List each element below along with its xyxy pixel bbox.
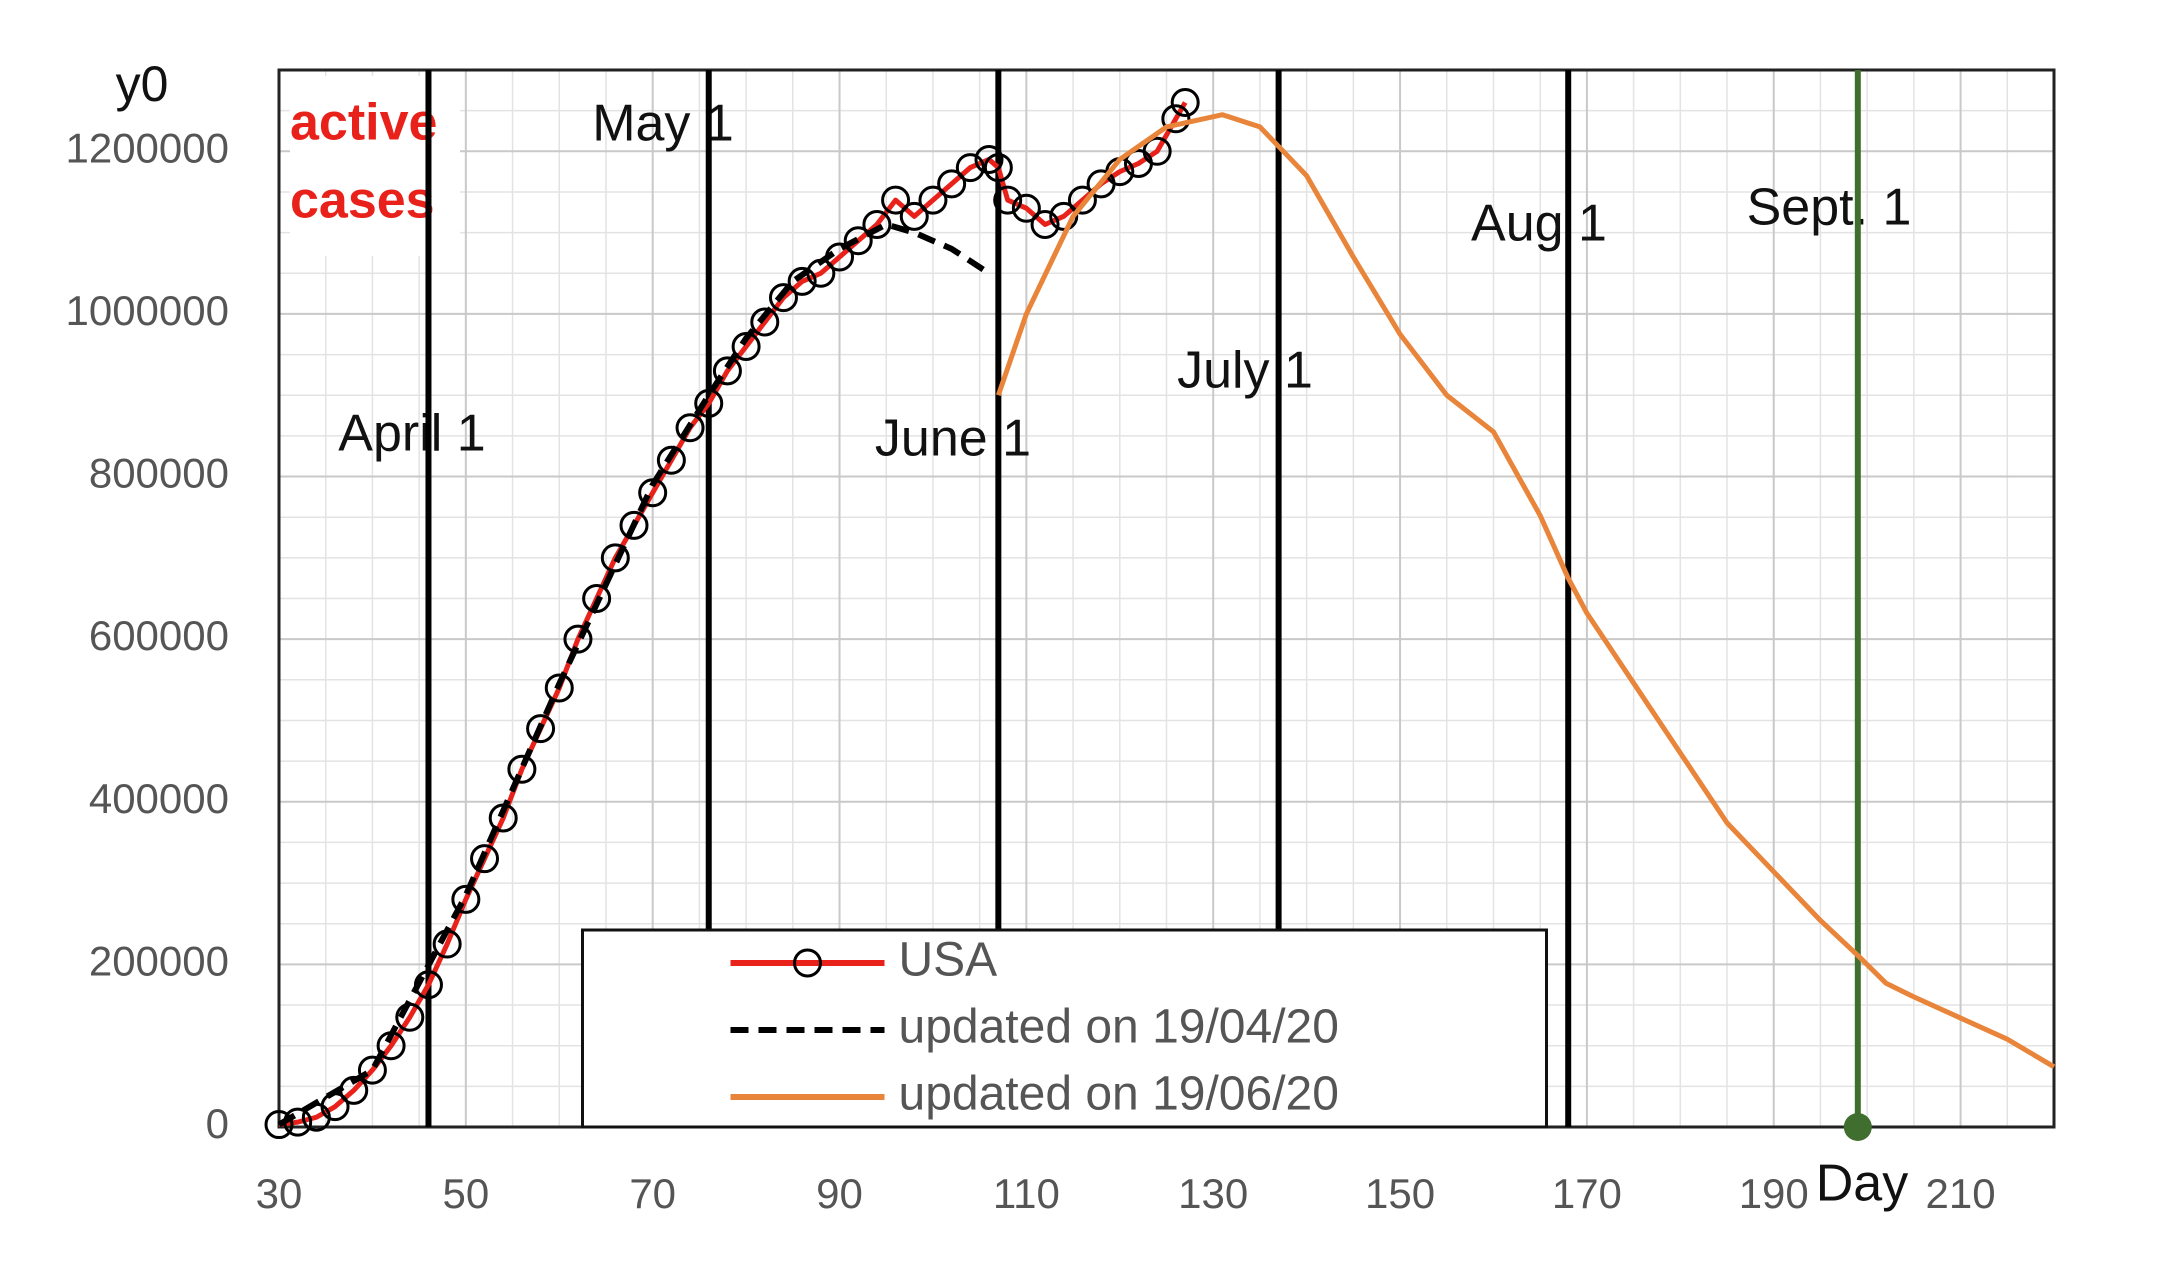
data-point — [731, 331, 761, 361]
x-tick-label: 170 — [1552, 1170, 1622, 1217]
legend-label: updated on 19/06/20 — [899, 1068, 1339, 1121]
legend-label: updated on 19/04/20 — [899, 1001, 1339, 1054]
data-point — [1067, 185, 1097, 215]
data-point — [470, 844, 500, 874]
x-tick-label: 190 — [1739, 1170, 1809, 1217]
marker-label: May 1 — [592, 95, 734, 153]
data-point — [843, 226, 873, 256]
legend-marker — [793, 948, 822, 978]
data-point — [955, 153, 985, 183]
series-line — [995, 112, 2056, 1069]
data-point — [1161, 104, 1191, 134]
data-point — [582, 584, 612, 613]
y-tick-label: 600000 — [89, 612, 229, 659]
marker-label: July 1 — [1177, 342, 1313, 400]
data-point — [1011, 193, 1041, 223]
marker-label: Sept. 1 — [1747, 179, 1912, 237]
data-point — [1142, 136, 1172, 166]
legend-label: USA — [899, 934, 998, 987]
y-axis-label: y0 — [116, 56, 169, 112]
highlight-text: active — [290, 94, 437, 152]
y-tick-label: 400000 — [89, 775, 229, 822]
data-point — [974, 144, 1004, 174]
data-point — [264, 1110, 294, 1140]
data-point — [750, 307, 780, 337]
data-point — [451, 884, 481, 914]
x-tick-label: 30 — [256, 1170, 303, 1217]
data-point — [544, 673, 574, 703]
marker-label: April 1 — [338, 405, 485, 463]
data-point — [357, 1055, 387, 1085]
data-point — [881, 185, 911, 215]
data-point — [937, 169, 967, 199]
y-tick-label: 800000 — [89, 450, 229, 497]
y-tick-label: 200000 — [89, 937, 229, 984]
x-tick-label: 50 — [442, 1170, 489, 1217]
x-tick-label: 70 — [629, 1170, 676, 1217]
x-tick-label: 110 — [993, 1170, 1060, 1217]
data-point — [675, 413, 705, 443]
data-point — [787, 266, 817, 296]
data-point — [918, 185, 948, 215]
marker-label: Aug 1 — [1471, 195, 1607, 253]
highlight-box — [290, 76, 460, 256]
data-point — [1170, 88, 1200, 118]
data-point — [563, 624, 593, 654]
x-tick-label: 210 — [1926, 1170, 1996, 1217]
highlight-text: cases — [290, 172, 435, 230]
data-point — [1049, 201, 1079, 231]
data-point — [768, 283, 798, 313]
data-point — [600, 543, 630, 573]
marker-label: June 1 — [875, 410, 1031, 468]
series-line — [278, 101, 1188, 1128]
y-tick-label: 1200000 — [65, 124, 229, 171]
data-point — [526, 714, 556, 744]
x-tick-label: 130 — [1178, 1170, 1248, 1217]
data-point — [1030, 209, 1060, 239]
x-tick-label: 150 — [1365, 1170, 1435, 1217]
data-point — [712, 356, 742, 386]
data-point — [656, 445, 686, 475]
y-tick-label: 0 — [206, 1100, 229, 1147]
x-axis-label: Day — [1816, 1155, 1908, 1213]
data-point — [507, 754, 537, 784]
x-tick-label: 90 — [816, 1170, 863, 1217]
legend: USA updated on 19/04/20 updated on 19/06/2… — [581, 928, 1548, 1129]
data-point — [862, 209, 892, 239]
y-tick-label: 1000000 — [65, 287, 229, 334]
data-point — [983, 153, 1013, 183]
data-point — [619, 510, 649, 540]
marker-dot — [1843, 1113, 1872, 1141]
data-point — [993, 185, 1023, 215]
series-line — [277, 221, 991, 1128]
data-point — [899, 201, 929, 231]
data-point — [694, 388, 724, 418]
